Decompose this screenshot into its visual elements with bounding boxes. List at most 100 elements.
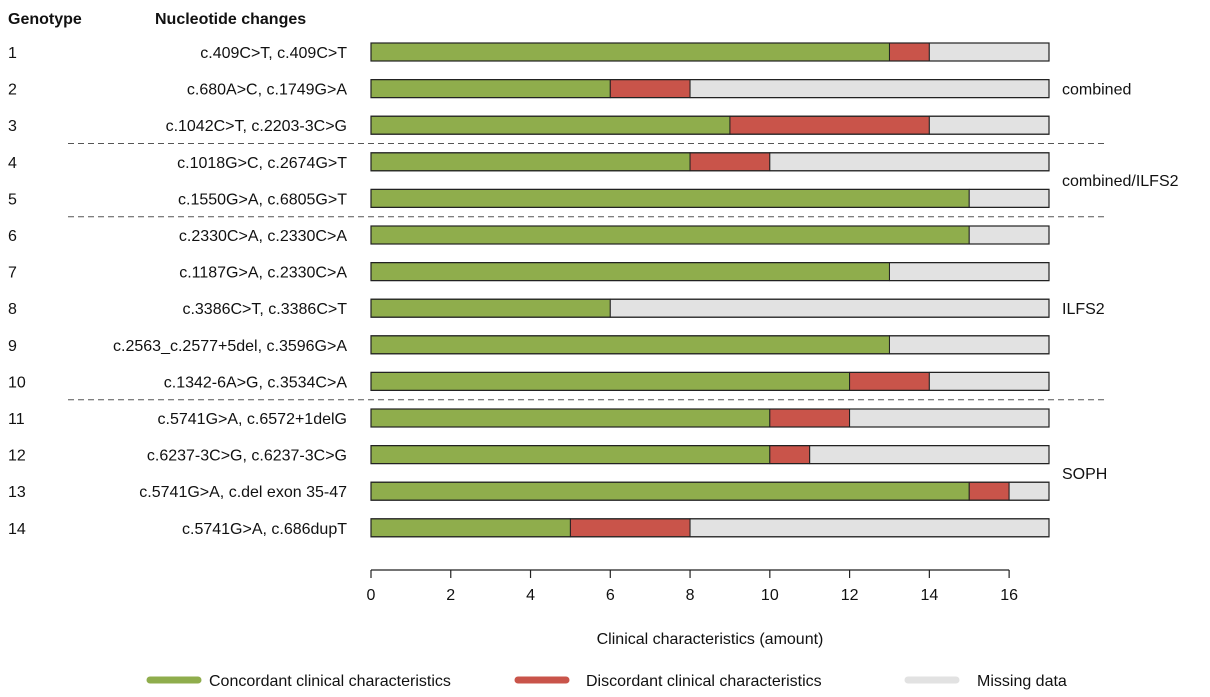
bar-segment-missing (888, 335, 1050, 355)
bar-outline (370, 152, 1050, 172)
genotype-number: 9 (8, 338, 17, 355)
bar-segment-missing (809, 445, 1050, 465)
nucleotide-label: c.1042C>T, c.2203-3C>G (166, 118, 347, 135)
bar-row: 5 c.1550G>A, c.6805G>T (8, 188, 1050, 208)
genotype-number: 12 (8, 448, 26, 465)
bar-row: 6 c.2330C>A, c.2330C>A (8, 225, 1050, 245)
nucleotide-label: c.409C>T, c.409C>T (200, 45, 347, 62)
bar-row: 9 c.2563_c.2577+5del, c.3596G>A (8, 335, 1050, 355)
bar-segment-discordant (609, 79, 691, 99)
x-tick-label: 10 (761, 587, 779, 604)
bar-row: 3 c.1042C>T, c.2203-3C>G (8, 115, 1050, 135)
legend-label: Concordant clinical characteristics (209, 673, 451, 690)
group-label: ILFS2 (1062, 301, 1105, 318)
bar-segment-concordant (370, 42, 890, 62)
group-label: combined (1062, 82, 1131, 99)
legend-label: Missing data (977, 673, 1067, 690)
bar-segment-concordant (370, 371, 851, 391)
genotype-number: 6 (8, 228, 17, 245)
bar-outline (370, 445, 1050, 465)
bar-row: 2 c.680A>C, c.1749G>A (8, 78, 1050, 99)
x-tick-label: 14 (920, 587, 938, 604)
bar-row: 13 c.5741G>A, c.del exon 35-47 (8, 481, 1050, 501)
x-axis: 0 2 4 6 8 10 12 14 16 (367, 569, 1018, 604)
bar-segment-concordant (370, 115, 731, 135)
bar-segment-concordant (370, 518, 571, 538)
bar-row: 7 c.1187G>A, c.2330C>A (8, 262, 1050, 282)
rows-layer: 1 c.409C>T, c.409C>T 2 c.680A>C, c.1749G>A 3… (8, 42, 1050, 538)
genotype-number: 4 (8, 155, 17, 172)
group-label: SOPH (1062, 466, 1107, 483)
bar-segment-discordant (769, 408, 851, 428)
legend-label: Discordant clinical characteristics (586, 673, 822, 690)
bar-segment-discordant (689, 152, 771, 172)
nucleotide-label: c.5741G>A, c.686dupT (182, 521, 347, 538)
x-tick-label: 2 (446, 587, 455, 604)
bar-segment-missing (609, 298, 1050, 318)
bar-segment-missing (928, 115, 1050, 135)
bar-outline (370, 298, 1050, 318)
bar-row: 8 c.3386C>T, c.3386C>T (8, 298, 1050, 318)
nucleotide-label: c.1018G>C, c.2674G>T (177, 155, 347, 172)
genotype-number: 13 (8, 484, 26, 501)
bar-segment-missing (968, 225, 1050, 245)
genotype-number: 10 (8, 374, 26, 391)
nucleotide-label: c.6237-3C>G, c.6237-3C>G (147, 448, 347, 465)
bar-segment-concordant (370, 298, 611, 318)
nucleotide-label: c.5741G>A, c.del exon 35-47 (139, 484, 347, 501)
bar-segment-missing (1008, 481, 1050, 501)
bar-outline (370, 115, 1050, 135)
bar-segment-concordant (370, 152, 691, 172)
bar-segment-missing (849, 408, 1050, 428)
genotype-number: 3 (8, 118, 17, 135)
nucleotide-label: c.1550G>A, c.6805G>T (178, 191, 347, 208)
legend: Concordant clinical characteristics Disco… (146, 673, 1067, 690)
bar-outline (370, 518, 1050, 538)
bar-segment-missing (689, 79, 1050, 99)
x-tick-label: 16 (1000, 587, 1018, 604)
bar-segment-discordant (569, 518, 691, 538)
bar-row: 4 c.1018G>C, c.2674G>T (8, 152, 1050, 172)
bar-segment-missing (968, 188, 1050, 208)
x-tick-label: 4 (526, 587, 535, 604)
bar-segment-missing (928, 371, 1050, 391)
genotype-number: 2 (8, 82, 17, 99)
group-separators (68, 143, 1105, 401)
bar-segment-discordant (729, 115, 930, 135)
nucleotide-label: c.1342-6A>G, c.3534C>A (164, 374, 348, 391)
bar-outline (370, 262, 1050, 282)
x-tick-label: 6 (606, 587, 615, 604)
bar-segment-concordant (370, 335, 890, 355)
bar-outline (370, 78, 1050, 99)
bar-segment-discordant (769, 445, 811, 465)
nucleotide-label: c.1187G>A, c.2330C>A (179, 265, 347, 282)
x-tick-label: 12 (841, 587, 859, 604)
bar-outline (370, 188, 1050, 208)
bar-segment-missing (888, 262, 1050, 282)
bar-segment-discordant (849, 371, 930, 391)
nucleotide-label: c.2563_c.2577+5del, c.3596G>A (113, 338, 347, 355)
bar-outline (370, 42, 1050, 62)
x-tick-label: 8 (686, 587, 695, 604)
genotype-number: 11 (8, 411, 25, 428)
bar-segment-concordant (370, 408, 771, 428)
bar-outline (370, 481, 1050, 501)
bar-segment-concordant (370, 481, 970, 501)
genotype-number: 8 (8, 301, 17, 318)
bar-segment-missing (928, 42, 1050, 62)
bar-row: 12 c.6237-3C>G, c.6237-3C>G (8, 445, 1050, 465)
x-tick-label: 0 (367, 587, 376, 604)
nucleotide-changes-header: Nucleotide changes (155, 11, 306, 28)
x-axis-label: Clinical characteristics (amount) (597, 631, 824, 648)
genotype-number: 7 (8, 265, 17, 282)
bar-row: 1 c.409C>T, c.409C>T (8, 42, 1050, 62)
genotype-number: 1 (8, 45, 17, 62)
bar-segment-missing (769, 152, 1050, 172)
bar-segment-concordant (370, 262, 890, 282)
bar-outline (370, 408, 1050, 428)
bar-outline (370, 335, 1050, 355)
bar-segment-concordant (370, 225, 970, 245)
nucleotide-label: c.5741G>A, c.6572+1delG (158, 411, 347, 428)
group-label: combined/ILFS2 (1062, 173, 1179, 190)
